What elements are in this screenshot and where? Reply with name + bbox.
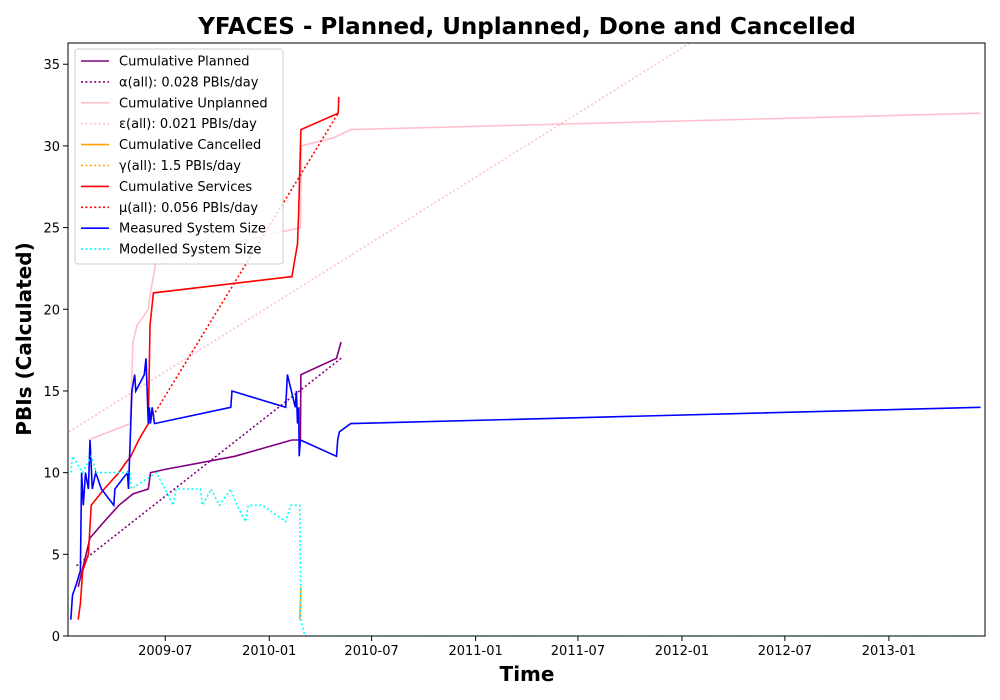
y-axis: 0 5 10 15 20 25 30 35 bbox=[43, 58, 68, 645]
x-tick-label: 2012-07 bbox=[758, 644, 812, 659]
x-axis: 2009-07 2010-01 2010-07 2011-01 2011-07 2012-… bbox=[138, 636, 916, 659]
y-axis-label: PBIs (Calculated) bbox=[12, 242, 36, 435]
y-tick-label: 5 bbox=[52, 548, 60, 563]
series-line-all-0-056-pbis-day bbox=[147, 112, 339, 425]
x-tick-label: 2009-07 bbox=[138, 644, 192, 659]
legend-label-modelled-system-size: Modelled System Size bbox=[119, 243, 261, 258]
legend-label-all-1-5-pbis-day: γ(all): 1.5 PBIs/day bbox=[119, 159, 241, 174]
y-tick-label: 35 bbox=[43, 58, 60, 73]
legend-label-all-0-021-pbis-day: ε(all): 0.021 PBIs/day bbox=[119, 117, 257, 132]
series-line-measured-system-size bbox=[70, 358, 981, 620]
x-tick-label: 2011-01 bbox=[448, 644, 502, 659]
y-tick-label: 20 bbox=[43, 303, 60, 318]
series-layer bbox=[68, 43, 981, 636]
legend-label-cumulative-cancelled: Cumulative Cancelled bbox=[119, 138, 261, 153]
legend-label-cumulative-unplanned: Cumulative Unplanned bbox=[119, 96, 268, 111]
y-tick-label: 25 bbox=[43, 222, 60, 237]
chart-title: YFACES - Planned, Unplanned, Done and Ca… bbox=[197, 14, 856, 40]
legend-label-all-0-056-pbis-day: μ(all): 0.056 PBIs/day bbox=[119, 201, 258, 216]
x-tick-label: 2012-01 bbox=[655, 644, 709, 659]
y-tick-label: 30 bbox=[43, 140, 60, 155]
series-line-cumulative-unplanned bbox=[88, 112, 981, 441]
series-line-modelled-system-size bbox=[70, 453, 981, 636]
legend-label-cumulative-services: Cumulative Services bbox=[119, 180, 252, 195]
legend-box bbox=[74, 48, 284, 265]
legend-label-cumulative-planned: Cumulative Planned bbox=[119, 55, 249, 70]
x-tick-label: 2010-07 bbox=[344, 644, 398, 659]
y-tick-label: 0 bbox=[52, 630, 60, 645]
y-tick-label: 10 bbox=[43, 467, 60, 482]
y-tick-label: 15 bbox=[43, 385, 60, 400]
x-tick-label: 2013-01 bbox=[862, 644, 916, 659]
x-axis-label: Time bbox=[500, 662, 555, 686]
x-tick-label: 2010-01 bbox=[242, 644, 296, 659]
legend-label-measured-system-size: Measured System Size bbox=[119, 222, 266, 237]
legend: Cumulative Planned α(all): 0.028 PBIs/day… bbox=[74, 48, 284, 265]
plot-frame bbox=[67, 42, 986, 637]
legend-label-all-0-028-pbis-day: α(all): 0.028 PBIs/day bbox=[119, 75, 259, 90]
series-line-cumulative-planned bbox=[77, 341, 342, 588]
x-tick-label: 2011-07 bbox=[551, 644, 605, 659]
series-line-all-0-028-pbis-day bbox=[76, 357, 342, 567]
series-line-all-0-021-pbis-day bbox=[68, 43, 691, 433]
